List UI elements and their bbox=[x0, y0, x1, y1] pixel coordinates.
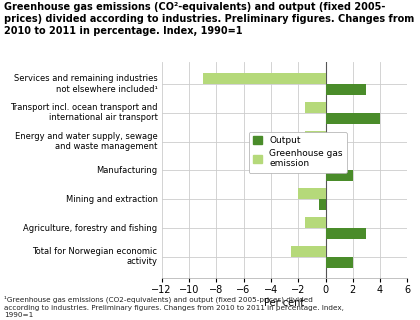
Bar bbox=[326, 141, 339, 153]
Bar bbox=[305, 131, 326, 141]
Bar bbox=[326, 84, 366, 95]
Bar bbox=[326, 228, 366, 239]
Bar bbox=[305, 217, 326, 228]
Bar bbox=[326, 257, 353, 268]
Bar bbox=[298, 159, 326, 170]
X-axis label: Per cent: Per cent bbox=[265, 298, 304, 308]
Bar bbox=[326, 171, 353, 181]
Bar bbox=[203, 73, 326, 84]
Text: ¹Greenhouse gas emissions (CO2-equivalents) and output (fixed 2005-prices) divid: ¹Greenhouse gas emissions (CO2-equivalen… bbox=[4, 296, 344, 318]
Text: Greenhouse gas emissions (CO²-equivalents) and output (fixed 2005-
prices) divid: Greenhouse gas emissions (CO²-equivalent… bbox=[4, 2, 415, 36]
Bar bbox=[319, 199, 326, 210]
Bar bbox=[291, 246, 326, 257]
Legend: Output, Greenhouse gas
emission: Output, Greenhouse gas emission bbox=[249, 132, 347, 173]
Bar bbox=[326, 113, 380, 124]
Bar bbox=[298, 188, 326, 199]
Bar bbox=[305, 102, 326, 113]
